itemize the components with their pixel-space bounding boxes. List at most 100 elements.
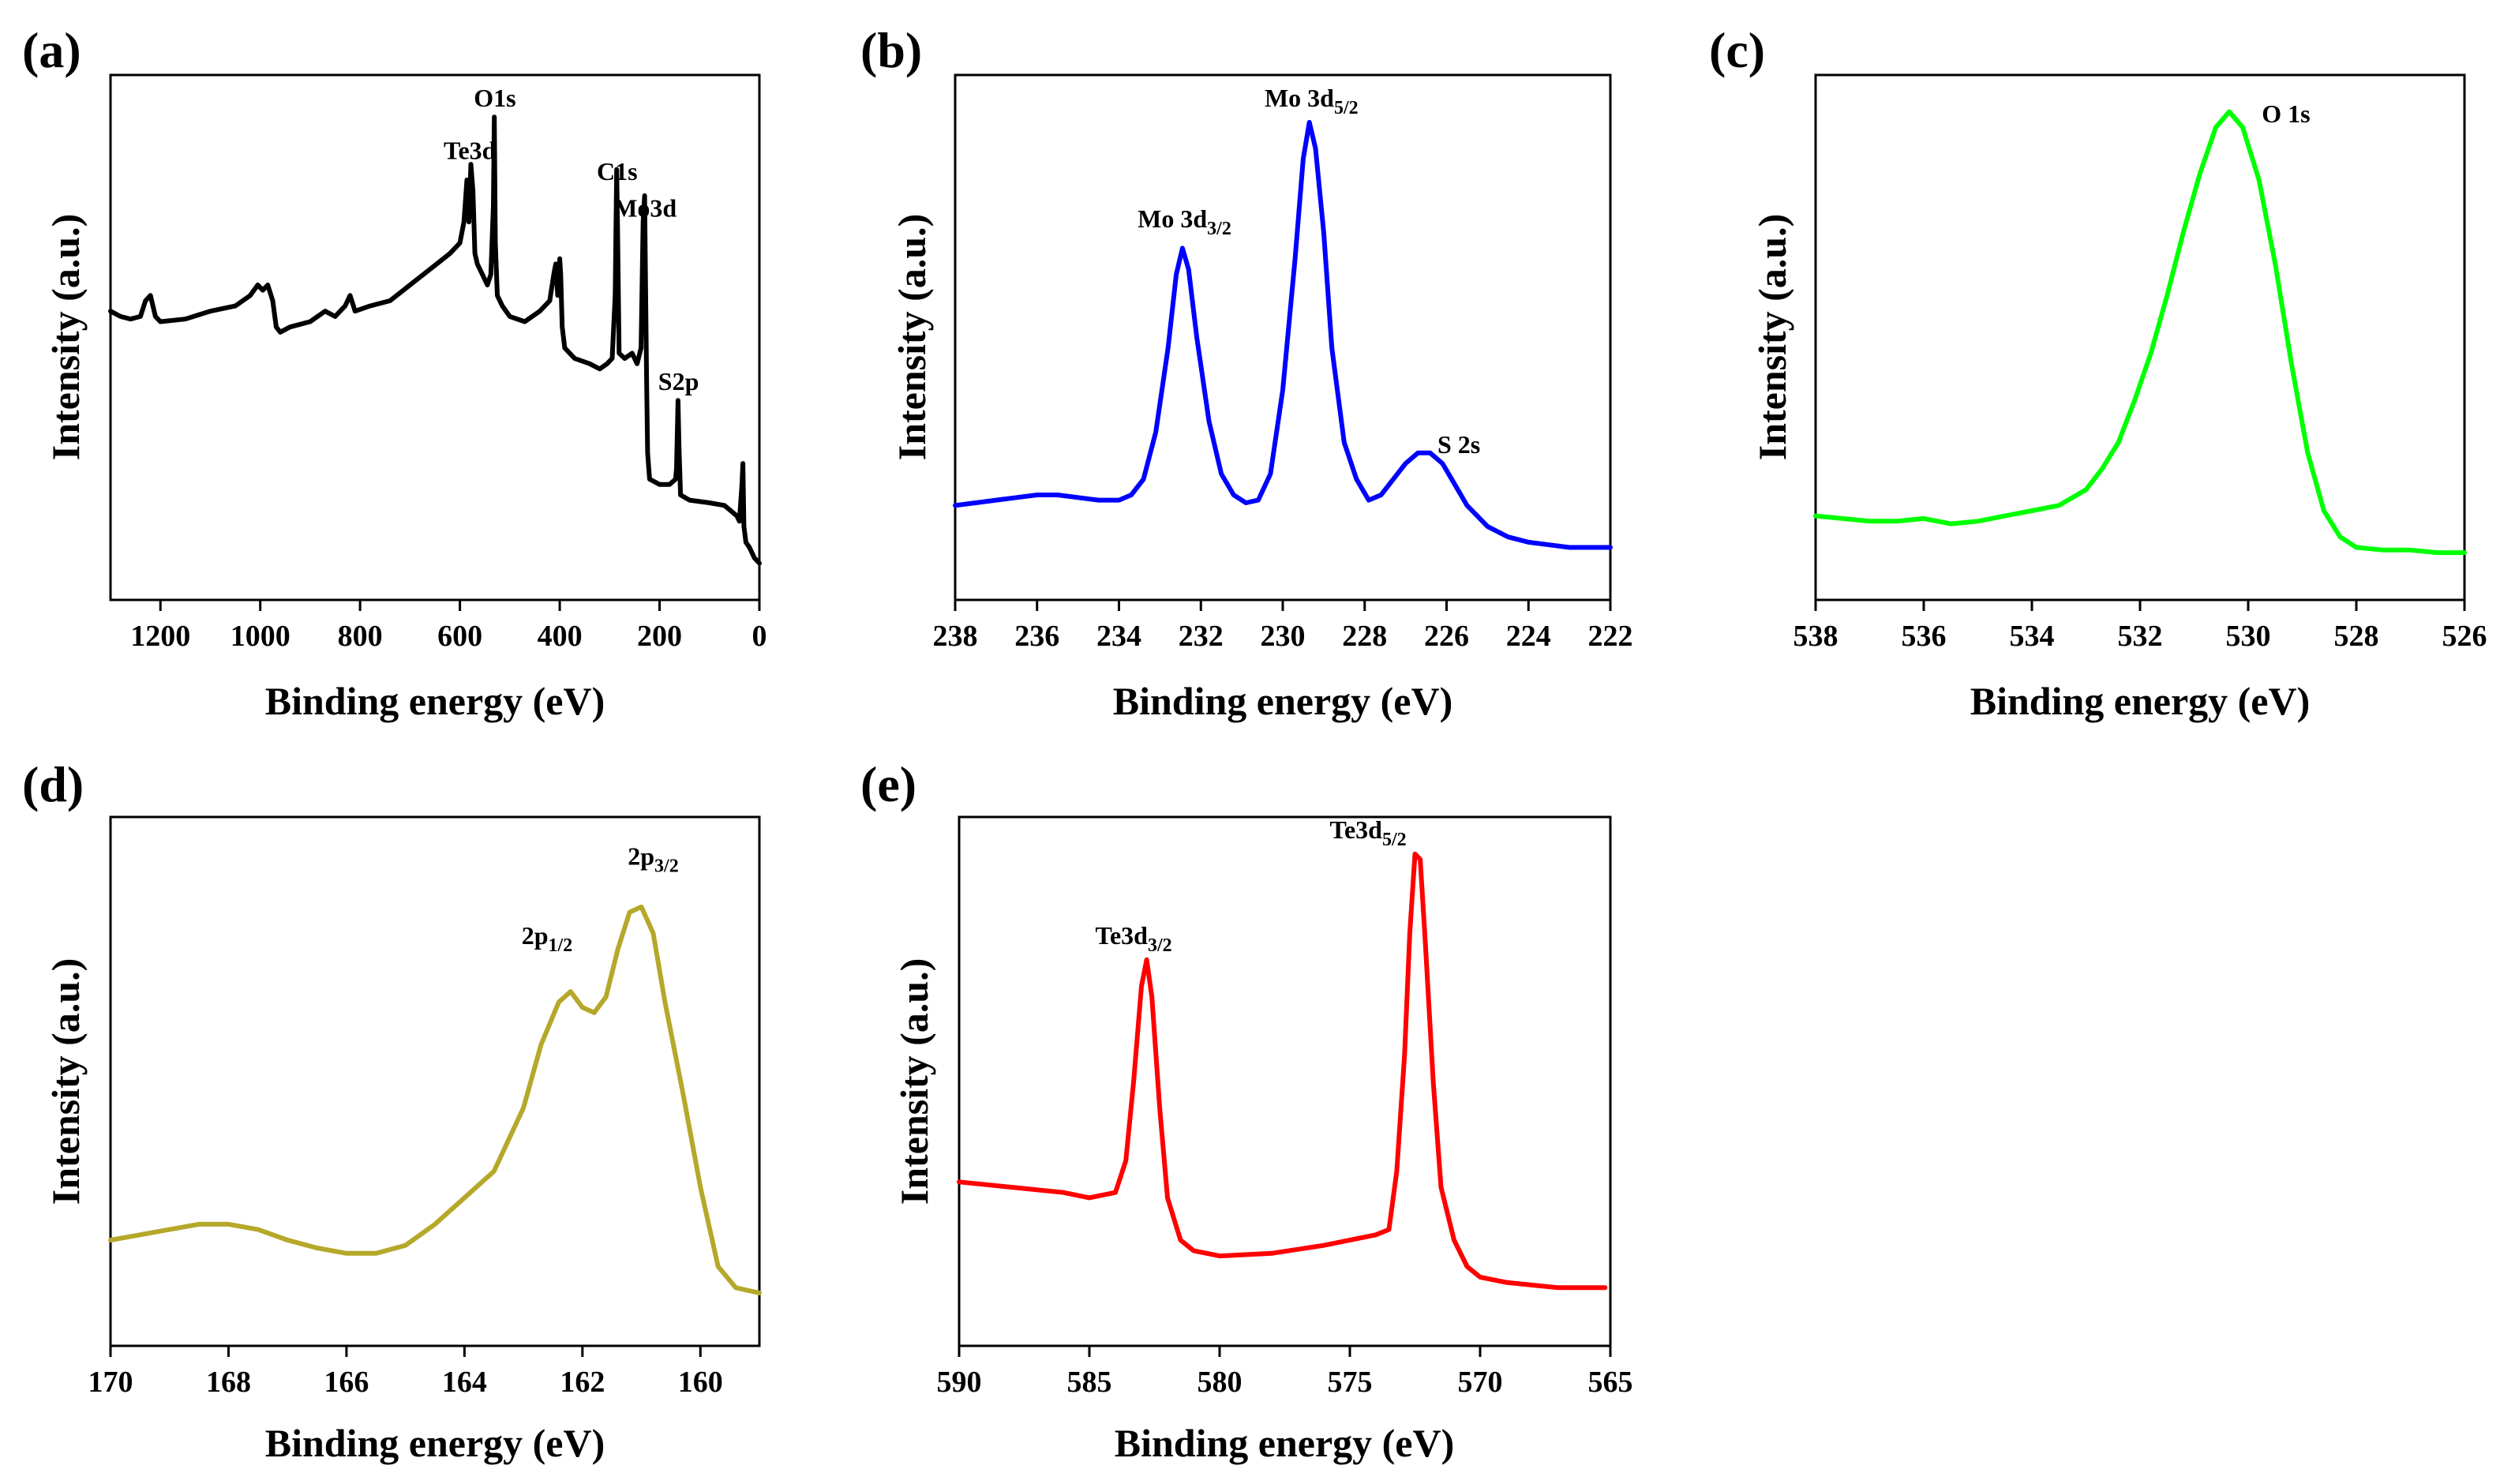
panel-b-peak-label: Mo 3d5/2 (1265, 84, 1359, 118)
panel-d-xtick-label: 166 (324, 1366, 369, 1399)
panel-a-ticklabels: 1200 1000 800 600 400 200 0 (130, 620, 766, 653)
panel-b-frame (954, 73, 1612, 601)
panel-a-xtick-label: 600 (437, 620, 482, 653)
panel-c-xtick-label: 530 (2226, 620, 2271, 653)
panel-b-xtick-label: 232 (1179, 620, 1224, 653)
panel-e-series-line (957, 851, 1608, 1291)
panel-b-xtick-label: 222 (1588, 620, 1633, 653)
panel-b-xtick-label: 226 (1424, 620, 1469, 653)
panel-c-xtick-label: 538 (1793, 620, 1838, 653)
panel-b-series-line (953, 119, 1613, 550)
panel-d-xtick-label: 164 (442, 1366, 487, 1399)
panel-c-xtick-label: 526 (2442, 620, 2487, 653)
panel-b-ticklabels: 238 236 234 232 230 228 226 224 222 (933, 620, 1633, 653)
panel-d-annotations: 2p1/2 2p3/2 (522, 841, 679, 956)
peak-label-subscript: 3/2 (1207, 219, 1231, 239)
panel-a-peak-label: C1s (597, 157, 638, 186)
panel-a: (a) 1200 1000 800 600 400 200 0 Te3d O1s C1s Mo3d… (22, 22, 767, 723)
peak-label-text: S 2s (1437, 430, 1480, 459)
panel-b-ylabel: Intensity (a.u.) (890, 214, 934, 461)
panel-b-label: (b) (860, 22, 922, 78)
panel-b-peak-label: Mo 3d3/2 (1138, 204, 1231, 239)
panel-d-ylabel: Intensity (a.u.) (43, 958, 88, 1205)
panel-b-xtick-label: 224 (1506, 620, 1551, 653)
peak-label-text: Te3d (1330, 815, 1383, 844)
panel-e-xtick-label: 590 (937, 1366, 982, 1399)
panel-d-xtick-label: 160 (678, 1366, 723, 1399)
panel-c-series-line (1813, 109, 2467, 556)
panel-e-ticklabels: 590 585 580 575 570 565 (937, 1366, 1633, 1399)
panel-b-xtick-label: 230 (1261, 620, 1306, 653)
panel-d-ticklabels: 170 168 166 164 162 160 (88, 1366, 723, 1399)
panel-c-ticklabels: 538 536 534 532 530 528 526 (1793, 620, 2487, 653)
panel-e-peak-label: Te3d5/2 (1330, 815, 1407, 850)
panel-b-ticks (954, 600, 1612, 611)
panel-a-annotations: Te3d O1s C1s Mo3d S2p (444, 84, 699, 395)
panel-e-peak-label: Te3d3/2 (1096, 921, 1172, 956)
panel-b-xtick-label: 238 (933, 620, 978, 653)
panel-d-frame (109, 815, 761, 1347)
panel-a-xtick-label: 800 (338, 620, 383, 653)
panel-d-ticks (109, 1346, 702, 1357)
panel-a-peak-label: Te3d (444, 136, 497, 164)
panel-a-frame (109, 73, 761, 601)
panel-b-annotations: Mo 3d3/2Mo 3d5/2S 2s (1138, 84, 1480, 459)
panel-b: (b) 238 236 234 232 230 228 226 224 222 Mo 3d3/2… (860, 22, 1633, 723)
panel-d-peak-label: 2p3/2 (628, 841, 678, 876)
panel-a-xtick-label: 200 (637, 620, 682, 653)
panel-d-label: (d) (22, 756, 84, 812)
panel-c-ticks (1814, 600, 2466, 611)
panel-e-ticks (958, 1346, 1612, 1357)
peak-label-subscript: 3/2 (1148, 935, 1172, 956)
peak-label-text: Mo 3d (1265, 84, 1334, 112)
panel-a-label: (a) (22, 22, 81, 78)
peak-label-text: Te3d (444, 136, 497, 164)
peak-label-text: 2p (628, 841, 654, 870)
panel-e-frame (958, 815, 1612, 1347)
panel-e-xtick-label: 570 (1458, 1366, 1503, 1399)
peak-label-text: O 1s (2262, 99, 2310, 128)
peak-label-text: S2p (658, 367, 699, 395)
panel-c: (c) 538 536 534 532 530 528 526 O 1s Binding e… (1709, 22, 2487, 723)
panel-e-ylabel: Intensity (a.u.) (892, 958, 936, 1205)
peak-label-subscript: 5/2 (1334, 98, 1359, 118)
panel-b-xtick-label: 228 (1342, 620, 1387, 653)
panel-c-ylabel: Intensity (a.u.) (1750, 214, 1794, 461)
panel-c-annotations: O 1s (2262, 99, 2310, 128)
panel-e-xtick-label: 575 (1328, 1366, 1373, 1399)
panel-a-xtick-label: 1000 (231, 620, 290, 653)
peak-label-subscript: 5/2 (1382, 830, 1407, 850)
panel-a-xtick-label: 0 (752, 620, 767, 653)
panel-d-series-line (108, 904, 762, 1295)
panel-a-xtick-label: 1200 (130, 620, 190, 653)
panel-b-xtick-label: 234 (1096, 620, 1141, 653)
panel-c-xtick-label: 536 (1902, 620, 1947, 653)
panel-a-xlabel: Binding energy (eV) (265, 679, 605, 723)
panel-e-xtick-label: 565 (1588, 1366, 1633, 1399)
panel-d-xtick-label: 170 (88, 1366, 133, 1399)
peak-label-text: Te3d (1096, 921, 1149, 950)
panel-a-ylabel: Intensity (a.u.) (43, 214, 88, 461)
peak-label-text: Mo 3d (1138, 204, 1207, 233)
panel-b-xtick-label: 236 (1014, 620, 1059, 653)
panel-c-xtick-label: 534 (2010, 620, 2055, 653)
panel-b-peak-label: S 2s (1437, 430, 1480, 459)
panel-c-xlabel: Binding energy (eV) (1970, 679, 2311, 723)
peak-label-text: O1s (474, 84, 515, 112)
panel-a-series-line (108, 114, 762, 566)
panel-d-peak-label: 2p1/2 (522, 921, 572, 956)
panel-a-peak-label: S2p (658, 367, 699, 395)
panel-a-ticks (159, 600, 761, 611)
panel-b-xlabel: Binding energy (eV) (1113, 679, 1453, 723)
panel-a-peak-label: O1s (474, 84, 515, 112)
panel-d-xlabel: Binding energy (eV) (265, 1421, 605, 1465)
panel-d-xtick-label: 168 (206, 1366, 251, 1399)
panel-c-label: (c) (1709, 22, 1765, 78)
panel-e-xtick-label: 585 (1067, 1366, 1112, 1399)
peak-label-text: C1s (597, 157, 638, 186)
panel-c-peak-label: O 1s (2262, 99, 2310, 128)
peak-label-text: Mo3d (613, 194, 677, 223)
